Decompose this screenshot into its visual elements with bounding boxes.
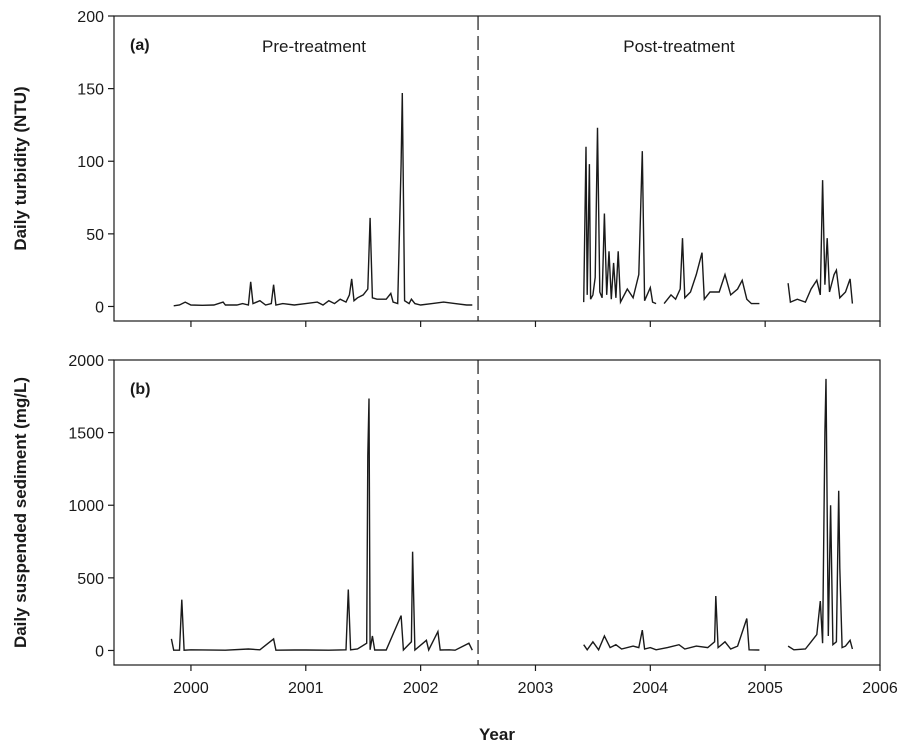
- panel-b-series: [170, 378, 854, 653]
- data-line-segment: [583, 127, 657, 305]
- x-tick-label: 2005: [747, 680, 783, 697]
- panel-b-x-axis: 2000 2001 2002 2003 2004 2005 2006: [173, 665, 898, 697]
- y-tick-label: 0: [95, 299, 104, 316]
- data-line-segment: [787, 180, 854, 304]
- panel-a-y-axis-title: Daily turbidity (NTU): [11, 86, 30, 250]
- y-tick-label: 200: [77, 9, 104, 26]
- data-line-segment: [173, 92, 473, 307]
- panel-b-frame: [113, 359, 881, 666]
- y-tick-label: 50: [86, 227, 104, 244]
- x-tick-label: 2004: [633, 680, 669, 697]
- y-tick-label: 2000: [68, 353, 104, 370]
- data-line-segment: [787, 378, 854, 651]
- y-tick-label: 0: [95, 643, 104, 660]
- x-tick-label: 2002: [403, 680, 439, 697]
- post-treatment-label: Post-treatment: [623, 37, 735, 56]
- panel-a-frame: [113, 15, 881, 322]
- x-tick-label: 2000: [173, 680, 209, 697]
- y-tick-label: 500: [77, 571, 104, 588]
- panel-a-tag: (a): [130, 37, 150, 54]
- x-tick-label: 2006: [862, 680, 898, 697]
- data-line-segment: [663, 238, 760, 305]
- panel-b-y-axis: 0 500 1000 1500 2000: [68, 353, 114, 660]
- pre-treatment-label: Pre-treatment: [262, 37, 366, 56]
- panel-b-y-axis-title: Daily suspended sediment (mg/L): [11, 377, 30, 648]
- x-tick-label: 2003: [518, 680, 554, 697]
- data-line-segment: [583, 595, 760, 652]
- y-tick-label: 150: [77, 82, 104, 99]
- y-tick-label: 1000: [68, 498, 104, 515]
- data-line-segment: [170, 398, 473, 653]
- x-tick-label: 2001: [288, 680, 324, 697]
- x-axis-title: Year: [479, 725, 515, 744]
- y-tick-label: 100: [77, 154, 104, 171]
- panel-a-series: [173, 92, 854, 307]
- panel-a-x-axis: [190, 321, 881, 327]
- panel-a-turbidity: 0 50 100 150 200 (a) Pre-treatment Post-trea…: [11, 9, 881, 327]
- panel-b-tag: (b): [130, 381, 150, 398]
- panel-a-y-axis: 0 50 100 150 200: [77, 9, 114, 316]
- y-tick-label: 1500: [68, 426, 104, 443]
